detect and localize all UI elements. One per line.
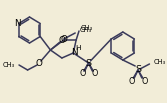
Text: CH₃: CH₃ — [2, 62, 14, 68]
Text: O: O — [141, 77, 148, 87]
Text: O: O — [128, 77, 135, 87]
Text: S: S — [135, 66, 141, 74]
Text: O: O — [80, 70, 86, 78]
Text: N: N — [71, 47, 77, 57]
Text: CH₃: CH₃ — [80, 27, 92, 33]
Text: S: S — [86, 59, 92, 67]
Text: O: O — [58, 36, 65, 44]
Text: CH₃: CH₃ — [153, 59, 165, 65]
Text: O: O — [60, 35, 67, 43]
Text: H: H — [75, 45, 81, 51]
Text: N: N — [15, 19, 21, 28]
Text: O: O — [91, 70, 97, 78]
Text: CH₃: CH₃ — [81, 25, 93, 31]
Text: O: O — [36, 59, 42, 67]
